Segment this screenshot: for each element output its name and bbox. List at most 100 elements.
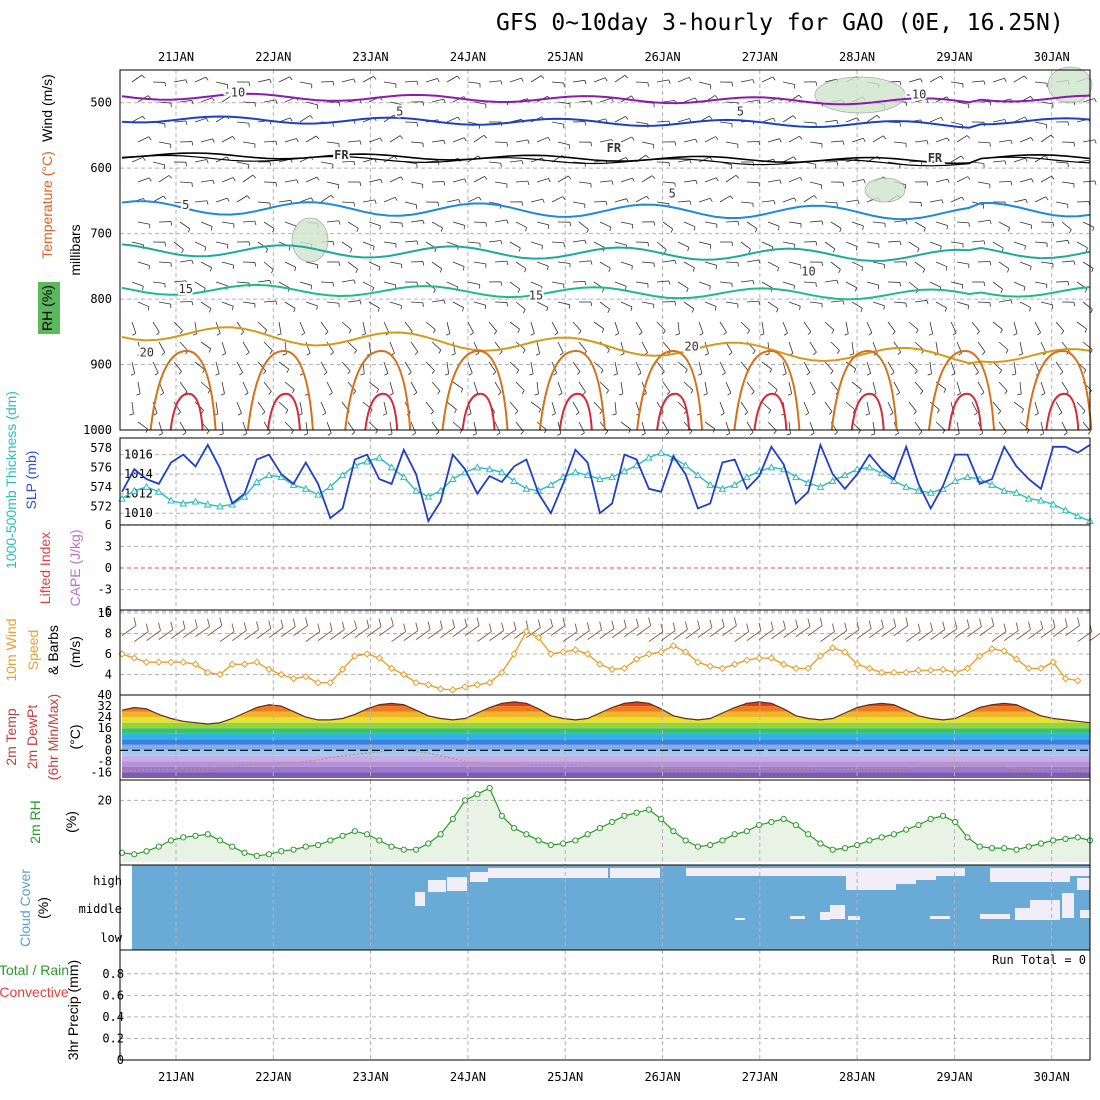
rh-point [229, 843, 236, 850]
wind-barb-flag [433, 329, 436, 334]
wind-barb [950, 241, 963, 244]
wind-barb [326, 381, 333, 393]
wind-barb-flag [522, 349, 526, 354]
wind-barb-flag [348, 329, 352, 334]
wind-barb [389, 341, 395, 354]
wind-barb [467, 196, 480, 203]
wind-barb [431, 221, 443, 229]
wind-barb [851, 381, 862, 390]
wind-barb-flag [527, 181, 530, 186]
wind-barb [824, 321, 835, 331]
wind-barb-flag [1052, 222, 1054, 227]
wind-barb [368, 301, 380, 309]
wind-barb [614, 241, 627, 246]
wind-barb-flag [831, 329, 835, 334]
wind-barb-flag [248, 81, 251, 87]
wind-barb [131, 401, 134, 414]
wind-barb-flag [1023, 75, 1028, 80]
wind-barb-flag [568, 175, 572, 180]
wind-barb-flag [600, 369, 604, 374]
wind-barb [284, 179, 297, 183]
wind-barb [410, 219, 423, 223]
wind-barb-flag [416, 240, 419, 245]
isotherm-label: 5 [669, 186, 676, 200]
wind-barb [431, 299, 444, 303]
wind-barb-10m [342, 628, 357, 639]
rh-point [756, 821, 763, 829]
wind-barb-10m [1065, 625, 1080, 636]
wind-barb [845, 199, 858, 203]
wind-barb-flag [720, 412, 725, 416]
wind-barb [173, 120, 186, 123]
wind-barb [452, 381, 464, 390]
wind-speed-point [400, 670, 408, 679]
wind-barb-flag [772, 117, 776, 122]
wind-barb-10m [648, 631, 664, 642]
wind-barb-flag [631, 177, 635, 182]
wind-barb [851, 301, 863, 309]
wind-barb [179, 259, 192, 263]
wind-barb-10m [219, 631, 235, 642]
wind-barb-flag [839, 228, 842, 233]
wind-barb [641, 261, 654, 264]
wind-barb-flag [269, 350, 273, 355]
wind-barb-flag [382, 413, 387, 416]
wind-barb [131, 156, 144, 163]
wind-barb-flag [692, 267, 695, 272]
wind-barb [572, 401, 580, 413]
wind-barb-flag [472, 433, 477, 436]
wind-barb-flag [747, 330, 750, 334]
wind-barb [677, 281, 689, 289]
hot-contour [266, 392, 301, 431]
wind-barb-flag [478, 196, 482, 201]
wind-barb-flag [506, 261, 509, 266]
wind-barb-flag [863, 138, 866, 143]
wind-barb-flag [286, 368, 290, 373]
wind-barb-flag [1030, 96, 1034, 100]
slp-tick-label: 1010 [124, 506, 153, 520]
wind-barb-10m-flag [158, 622, 161, 631]
cape-axis-label: CAPE (J/kg) [67, 529, 83, 606]
wind-barb-flag [997, 410, 1002, 415]
date-label-top: 23JAN [353, 50, 389, 64]
wind-barb [446, 199, 459, 203]
wind-barb [977, 181, 990, 185]
wind-barb-flag [688, 77, 692, 81]
wind-barb [929, 281, 941, 288]
wind-barb-flag [590, 301, 593, 307]
wind-barb [788, 301, 801, 307]
wind-barb-flag [400, 176, 404, 181]
wind-barb-10m [133, 631, 149, 642]
wind-barb [383, 361, 389, 374]
wind-barb [599, 221, 612, 228]
wind-barb-10m [991, 631, 1007, 642]
wind-barb-flag [690, 389, 694, 394]
wind-barb [824, 201, 837, 204]
wind-barb [368, 178, 381, 183]
wind-barb [431, 98, 444, 103]
isotherm-label: 5 [182, 198, 189, 212]
wind-barb-flag [695, 138, 698, 143]
wind-speed-point [865, 664, 874, 673]
pressure-tick-label: 700 [90, 227, 112, 241]
wind-barb-flag [853, 368, 857, 373]
date-label-top: 28JAN [839, 50, 875, 64]
wind-barb-10m [477, 631, 492, 642]
wind-barb-flag [182, 432, 187, 436]
wind-barb-10m [1028, 628, 1043, 639]
wind-barb-flag [799, 177, 803, 181]
wind-barb-flag [830, 370, 834, 375]
thickness-point [828, 476, 837, 485]
wind-barb [383, 196, 396, 203]
wind-barb [725, 421, 731, 434]
wind-barb-flag [376, 389, 379, 393]
wind-barb-10m [771, 628, 786, 639]
wind-barb-flag [354, 350, 357, 354]
wind-barb-10m-flag [844, 622, 848, 631]
wind-barb [446, 75, 458, 83]
date-label-bottom: 26JAN [644, 1070, 680, 1084]
wind-barb-flag [206, 118, 209, 123]
wind-barb-10m-flag [182, 620, 186, 629]
wind-speed-point [841, 648, 849, 656]
wind-barb [998, 139, 1011, 143]
